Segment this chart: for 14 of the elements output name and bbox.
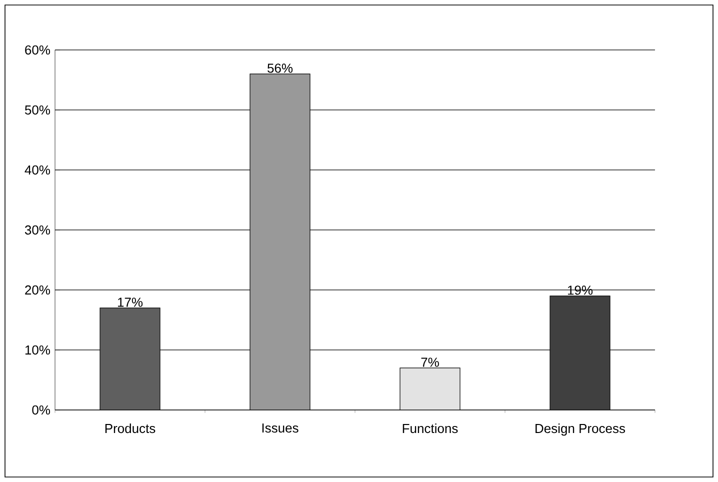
y-tick-label: 60% — [25, 45, 50, 55]
data-label: 7% — [421, 358, 439, 367]
y-tick-label: 0% — [32, 405, 50, 415]
x-tick-label: Issues — [262, 424, 298, 433]
y-tick-label: 30% — [24, 225, 50, 235]
y-tick-label: 40% — [24, 165, 50, 175]
y-tick-label: 20% — [25, 285, 50, 295]
data-label: 56% — [268, 64, 293, 73]
x-tick-label: Design Process — [536, 424, 626, 436]
data-label: 17% — [118, 298, 143, 307]
y-tick-label: 50% — [24, 105, 50, 115]
x-tick-label: Functions — [402, 424, 458, 434]
y-tick-label: 10% — [25, 345, 50, 355]
x-tick-label: Products — [105, 424, 156, 434]
